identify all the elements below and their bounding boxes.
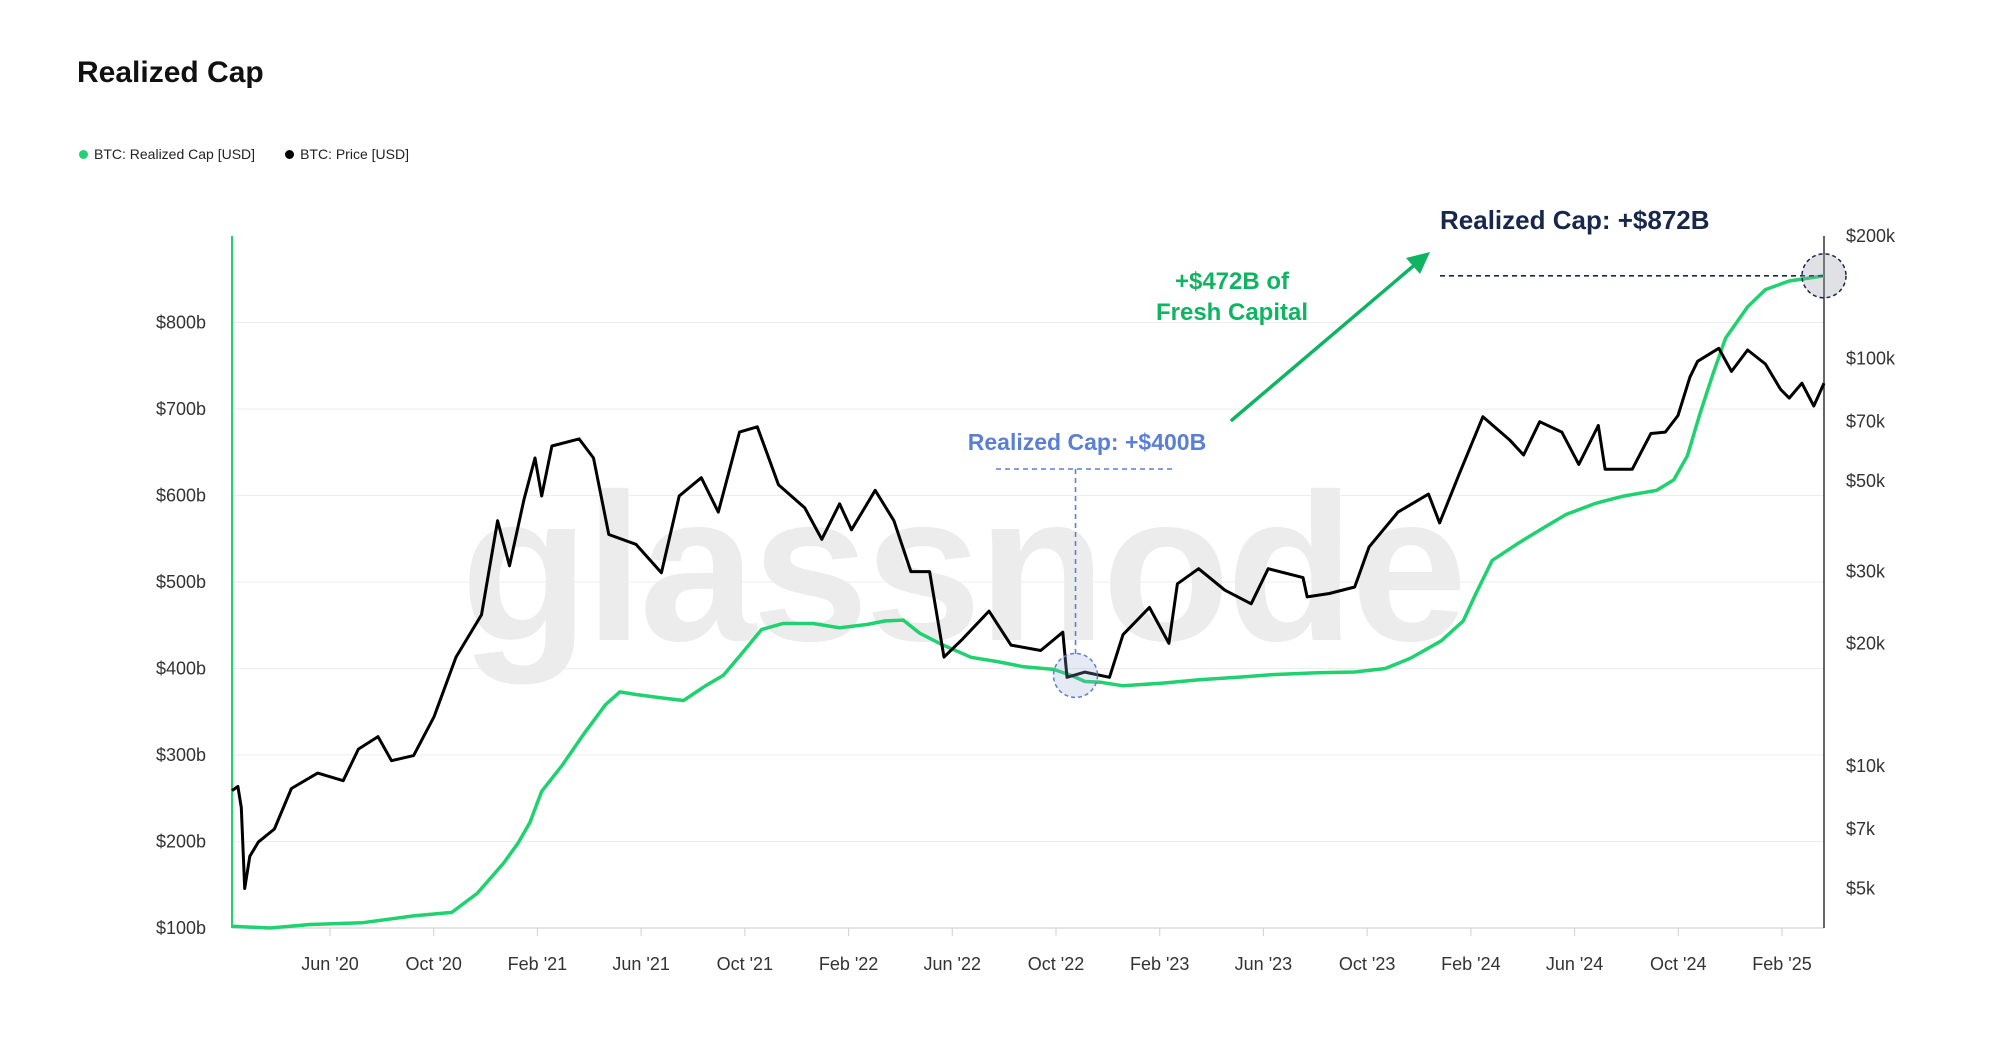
x-tick-label: Jun '23 bbox=[1235, 954, 1292, 974]
legend-dot-price bbox=[285, 149, 295, 159]
x-tick-label: Oct '20 bbox=[405, 954, 461, 974]
y-left-tick-label: $400b bbox=[156, 659, 206, 679]
chart-title: Realized Cap bbox=[77, 56, 264, 89]
top-marker-circle bbox=[1801, 253, 1847, 299]
realized-cap-line bbox=[231, 274, 1825, 930]
x-tick-label: Jun '21 bbox=[612, 954, 669, 974]
mid-marker-circle bbox=[1052, 652, 1099, 699]
fresh-capital-label-line2: Fresh Capital bbox=[1156, 299, 1308, 326]
legend-label-price: BTC: Price [USD] bbox=[300, 146, 409, 162]
series-lines bbox=[231, 274, 1826, 930]
x-tick-label: Feb '25 bbox=[1752, 954, 1811, 974]
x-tick-label: Jun '24 bbox=[1546, 954, 1603, 974]
x-tick-label: Oct '24 bbox=[1650, 954, 1706, 974]
top-annotation-label: Realized Cap: +$872B bbox=[1440, 205, 1710, 235]
y-right-tick-label: $100k bbox=[1846, 349, 1896, 369]
x-tick-labels: Jun '20 Oct '20 Feb '21 Jun '21 Oct '21 Feb '… bbox=[301, 954, 1811, 974]
y-left-tick-label: $100b bbox=[156, 918, 206, 938]
axes bbox=[231, 236, 1825, 936]
y-left-tick-labels: $100b $200b $300b $400b $500b $600b $700b $800b bbox=[156, 313, 206, 939]
x-tick-label: Feb '23 bbox=[1130, 954, 1189, 974]
y-left-tick-label: $300b bbox=[156, 745, 206, 765]
y-right-tick-label: $200k bbox=[1846, 226, 1896, 246]
y-right-tick-label: $70k bbox=[1846, 412, 1886, 432]
y-right-tick-label: $7k bbox=[1846, 819, 1876, 839]
x-tick-label: Feb '21 bbox=[508, 954, 567, 974]
annotations: Realized Cap: +$400B Realized Cap: +$872B… bbox=[968, 205, 1847, 699]
x-tick-label: Oct '22 bbox=[1028, 954, 1084, 974]
y-left-tick-label: $600b bbox=[156, 486, 206, 506]
x-tick-label: Feb '22 bbox=[819, 954, 878, 974]
legend-dot-realized-cap bbox=[79, 149, 88, 159]
y-right-tick-label: $10k bbox=[1846, 756, 1886, 776]
x-tick-label: Oct '23 bbox=[1339, 954, 1395, 974]
x-tick-label: Feb '24 bbox=[1441, 954, 1500, 974]
y-left-tick-label: $800b bbox=[156, 313, 206, 333]
legend-item-realized-cap[interactable]: BTC: Realized Cap [USD] bbox=[79, 146, 255, 162]
y-right-tick-label: $50k bbox=[1846, 471, 1886, 491]
fresh-capital-arrow-line bbox=[1230, 260, 1420, 422]
y-left-tick-label: $200b bbox=[156, 832, 206, 852]
legend-label-realized-cap: BTC: Realized Cap [USD] bbox=[94, 146, 256, 162]
y-left-tick-label: $700b bbox=[156, 399, 206, 419]
x-tick-label: Oct '21 bbox=[717, 954, 773, 974]
y-right-tick-label: $20k bbox=[1846, 633, 1886, 653]
mid-annotation-label: Realized Cap: +$400B bbox=[968, 429, 1206, 455]
y-right-tick-labels: $5k $7k $10k $20k $30k $50k $70k $100k $200k bbox=[1846, 226, 1896, 899]
legend-item-price[interactable]: BTC: Price [USD] bbox=[285, 146, 409, 162]
legend: BTC: Realized Cap [USD] BTC: Price [USD] bbox=[79, 146, 409, 162]
price-line bbox=[231, 346, 1826, 890]
fresh-capital-label-line1: +$472B of bbox=[1175, 268, 1290, 295]
y-right-tick-label: $5k bbox=[1846, 879, 1876, 899]
x-tick-label: Jun '22 bbox=[924, 954, 981, 974]
grid-lines bbox=[232, 322, 1824, 842]
watermark-text: glassnode bbox=[461, 450, 1464, 685]
x-tick-label: Jun '20 bbox=[301, 954, 358, 974]
y-left-tick-label: $500b bbox=[156, 572, 206, 592]
y-right-tick-label: $30k bbox=[1846, 562, 1886, 582]
fresh-capital-arrow-head bbox=[1406, 252, 1430, 274]
